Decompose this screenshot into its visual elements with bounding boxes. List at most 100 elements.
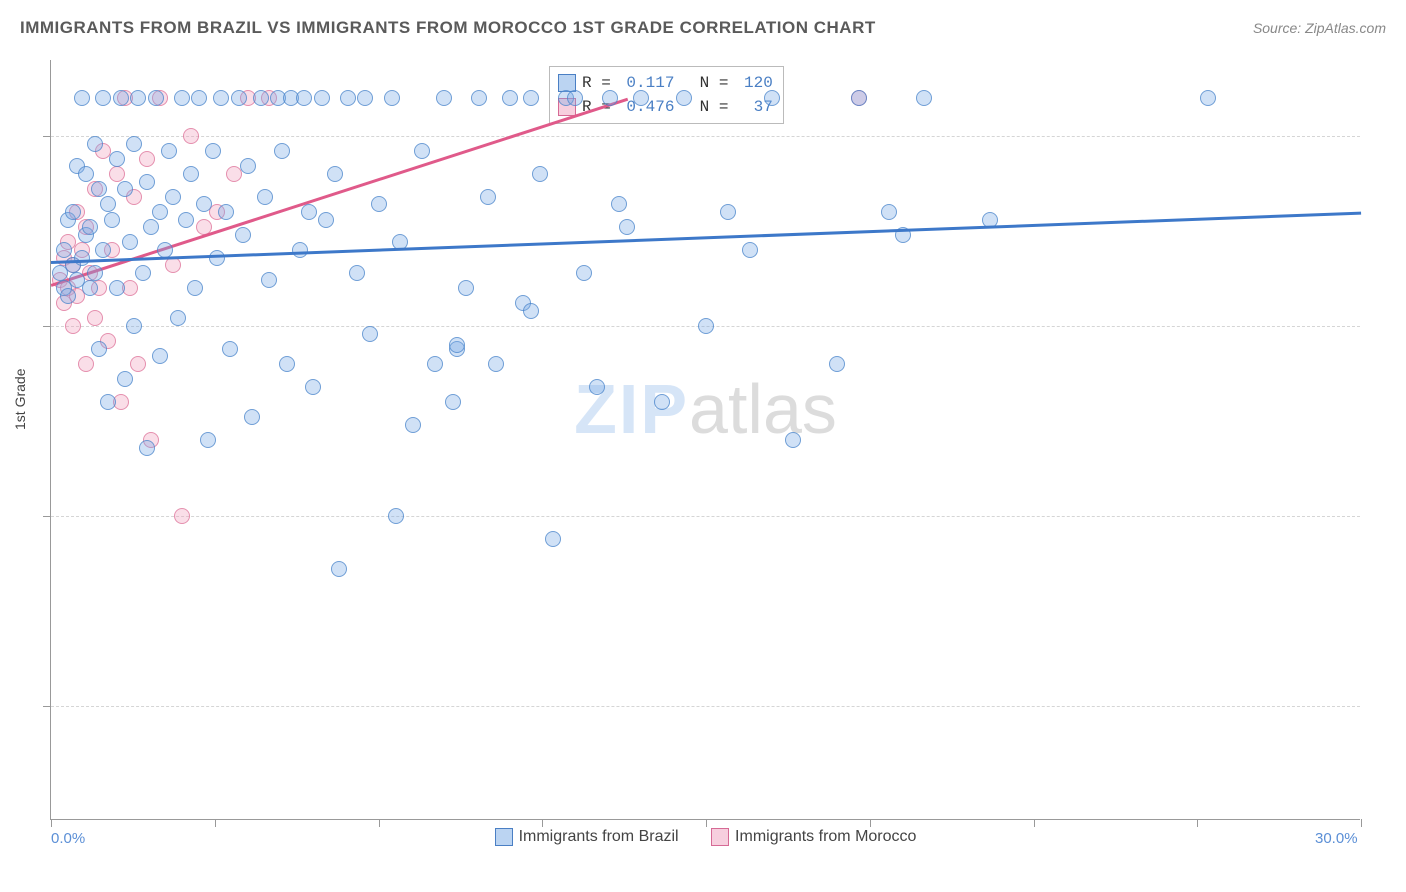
data-point <box>676 90 692 106</box>
data-point <box>292 242 308 258</box>
data-point <box>143 219 159 235</box>
data-point <box>100 394 116 410</box>
y-tick <box>43 136 51 137</box>
data-point <box>130 90 146 106</box>
data-point <box>74 250 90 266</box>
data-point <box>502 90 518 106</box>
data-point <box>357 90 373 106</box>
data-point <box>183 166 199 182</box>
legend-item-brazil: Immigrants from Brazil <box>495 828 679 846</box>
data-point <box>480 189 496 205</box>
swatch-morocco-2 <box>711 828 729 846</box>
data-point <box>619 219 635 235</box>
data-point <box>139 440 155 456</box>
data-point <box>187 280 203 296</box>
data-point <box>95 90 111 106</box>
data-point <box>191 90 207 106</box>
data-point <box>261 272 277 288</box>
data-point <box>253 90 269 106</box>
data-point <box>445 394 461 410</box>
data-point <box>56 242 72 258</box>
data-point <box>314 90 330 106</box>
data-point <box>742 242 758 258</box>
x-tick-label: 0.0% <box>51 830 85 847</box>
data-point <box>523 90 539 106</box>
y-tick <box>43 706 51 707</box>
data-point <box>458 280 474 296</box>
data-point <box>95 242 111 258</box>
data-point <box>183 128 199 144</box>
data-point <box>471 90 487 106</box>
data-point <box>851 90 867 106</box>
data-point <box>720 204 736 220</box>
x-tick <box>215 819 216 827</box>
data-point <box>161 143 177 159</box>
data-point <box>170 310 186 326</box>
data-point <box>130 356 146 372</box>
gridline-h <box>51 136 1360 137</box>
data-point <box>165 257 181 273</box>
y-tick <box>43 516 51 517</box>
data-point <box>523 303 539 319</box>
data-point <box>318 212 334 228</box>
data-point <box>388 508 404 524</box>
data-point <box>331 561 347 577</box>
data-point <box>126 136 142 152</box>
data-point <box>213 90 229 106</box>
data-point <box>152 348 168 364</box>
chart-title: IMMIGRANTS FROM BRAZIL VS IMMIGRANTS FRO… <box>20 18 876 37</box>
data-point <box>611 196 627 212</box>
data-point <box>122 234 138 250</box>
data-point <box>91 181 107 197</box>
data-point <box>916 90 932 106</box>
data-point <box>240 158 256 174</box>
data-point <box>113 90 129 106</box>
data-point <box>178 212 194 228</box>
data-point <box>209 250 225 266</box>
data-point <box>65 318 81 334</box>
data-point <box>449 337 465 353</box>
data-point <box>117 181 133 197</box>
data-point <box>87 265 103 281</box>
x-tick <box>1034 819 1035 827</box>
x-tick <box>51 819 52 827</box>
y-axis-label: 1st Grade <box>12 369 28 430</box>
data-point <box>764 90 780 106</box>
data-point <box>87 136 103 152</box>
data-point <box>567 90 583 106</box>
data-point <box>532 166 548 182</box>
data-point <box>633 90 649 106</box>
data-point <box>109 280 125 296</box>
x-tick <box>379 819 380 827</box>
data-point <box>414 143 430 159</box>
data-point <box>405 417 421 433</box>
y-tick <box>43 326 51 327</box>
data-point <box>589 379 605 395</box>
data-point <box>279 356 295 372</box>
data-point <box>362 326 378 342</box>
x-tick-label: 30.0% <box>1315 830 1358 847</box>
data-point <box>109 151 125 167</box>
data-point <box>126 318 142 334</box>
data-point <box>135 265 151 281</box>
data-point <box>165 189 181 205</box>
data-point <box>200 432 216 448</box>
data-point <box>371 196 387 212</box>
source-attribution: Source: ZipAtlas.com <box>1253 20 1386 36</box>
data-point <box>301 204 317 220</box>
legend-item-morocco: Immigrants from Morocco <box>711 828 916 846</box>
x-tick <box>1197 819 1198 827</box>
gridline-h <box>51 516 1360 517</box>
data-point <box>231 90 247 106</box>
data-point <box>87 310 103 326</box>
data-point <box>257 189 273 205</box>
data-point <box>139 151 155 167</box>
data-point <box>74 90 90 106</box>
x-tick <box>542 819 543 827</box>
swatch-brazil-2 <box>495 828 513 846</box>
data-point <box>109 166 125 182</box>
data-point <box>881 204 897 220</box>
x-tick <box>870 819 871 827</box>
data-point <box>654 394 670 410</box>
data-point <box>205 143 221 159</box>
